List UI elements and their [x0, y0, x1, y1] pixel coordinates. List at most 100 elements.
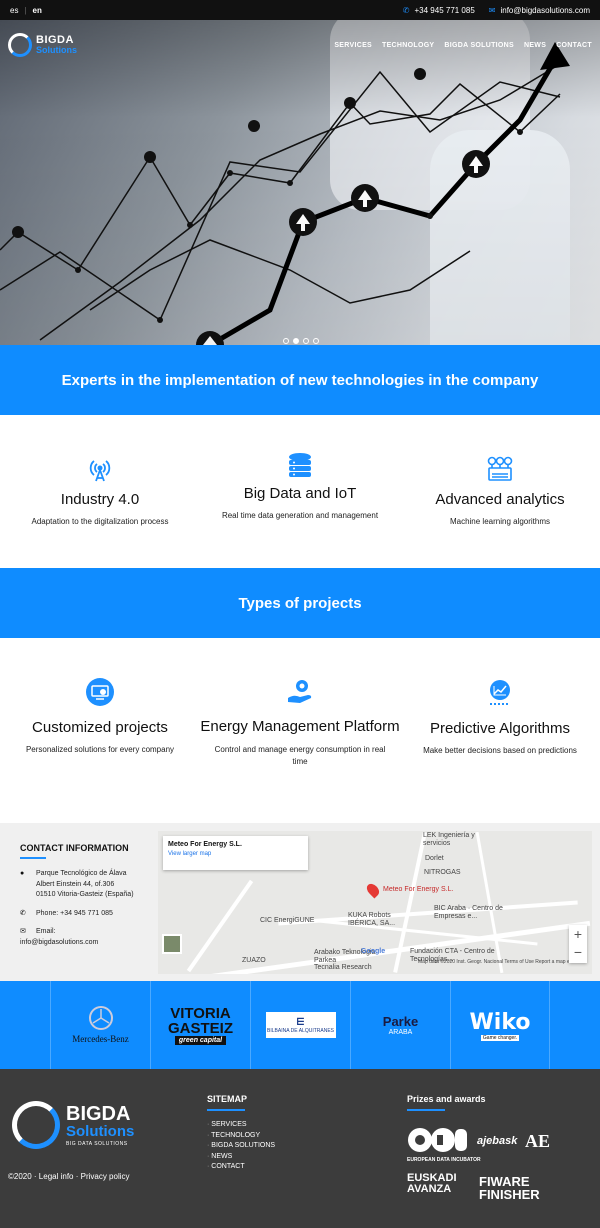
feature-title: Big Data and IoT	[243, 485, 357, 502]
logo-ring-icon	[8, 33, 32, 57]
map-place: Dorlet	[425, 855, 444, 862]
nav-item-contact[interactable]: CONTACT	[556, 41, 592, 49]
partner-sub: Game changer.	[480, 1034, 520, 1041]
partner-sub: ARABA	[388, 1029, 413, 1036]
map-place: CIC EnergiGUNE	[260, 917, 315, 924]
lang-es-link[interactable]: es	[10, 5, 19, 15]
sitemap-underline	[207, 1109, 245, 1111]
mercedes-star-icon	[88, 1006, 113, 1030]
partner-label: Wiko	[469, 1009, 531, 1035]
partner-wiko[interactable]: Wiko Game changer.	[450, 981, 550, 1069]
lang-en-link[interactable]: en	[32, 5, 42, 15]
logo-name: BIGDA	[36, 34, 74, 46]
map-place-name: Meteo For Energy S.L.	[168, 841, 242, 848]
partner-sub: green capital	[174, 1035, 227, 1045]
slider-dot-3[interactable]	[303, 338, 309, 344]
map-pin-label: Meteo For Energy S.L.	[383, 886, 454, 893]
embedded-map[interactable]: Meteo For Energy S.L. View larger map LE…	[158, 831, 592, 974]
map-place: BIC Araba · Centro de Empresas e...	[434, 905, 503, 921]
hero-arm	[430, 130, 570, 345]
awards-underline	[407, 1109, 445, 1111]
project-text: Control and manage energy consumption in…	[214, 744, 386, 767]
sitemap-item-technology[interactable]: TECHNOLOGY	[207, 1131, 275, 1142]
partner-label: Mercedes-Benz	[72, 1034, 129, 1044]
footer-logo[interactable]: BIGDA Solutions BIG DATA SOLUTIONS	[12, 1101, 134, 1149]
address-line-2: Albert Einstein 44, of.306	[36, 880, 115, 888]
feature-text: Adaptation to the digitalization process	[31, 517, 169, 526]
sitemap-item-services[interactable]: SERVICES	[207, 1120, 275, 1131]
zoom-in-button[interactable]: +	[573, 926, 583, 942]
mail-icon: ✉	[488, 5, 496, 15]
feature-analytics: Advanced analytics Machine learning algo…	[400, 455, 600, 529]
project-predictive: Predictive Algorithms Make better decisi…	[400, 678, 600, 769]
feature-industry: Industry 4.0 Adaptation to the digitaliz…	[0, 455, 200, 529]
bilbaina-mark-icon: ⋿	[296, 1016, 305, 1028]
partner-parke[interactable]: Parke ARABA	[350, 981, 450, 1069]
logo-text: BIGDA Solutions	[36, 35, 77, 55]
feature-text: Real time data generation and management	[221, 511, 379, 520]
sitemap-item-contact[interactable]: CONTACT	[207, 1162, 275, 1173]
predictive-chart-icon	[486, 678, 514, 706]
footer-logo-tagline: BIG DATA SOLUTIONS	[66, 1140, 128, 1147]
feature-bigdata: Big Data and IoT Real time data generati…	[200, 452, 400, 529]
contact-email-label: Email:	[36, 928, 56, 935]
lang-separator: |	[24, 5, 27, 15]
phone-icon: ✆	[20, 909, 26, 917]
contact-info: CONTACT INFORMATION ● Parque Tecnológico…	[20, 843, 160, 956]
contact-phone[interactable]: ✆ Phone: +34 945 771 085	[20, 909, 160, 920]
partner-label: Parke	[382, 1014, 419, 1029]
feature-text: Machine learning algorithms	[449, 517, 551, 526]
footer-copyright[interactable]: ©2020 · Legal info · Privacy policy	[8, 1172, 130, 1181]
hero-overlay	[0, 20, 600, 345]
top-email-text: info@bigdasolutions.com	[500, 5, 590, 15]
edi-logo-icon	[408, 1128, 467, 1152]
partner-mercedes[interactable]: Mercedes-Benz	[50, 981, 150, 1069]
slider-dot-4[interactable]	[313, 338, 319, 344]
map-pin-icon[interactable]	[364, 881, 382, 899]
award-euskadi-avanza: EUSKADI AVANZA	[407, 1172, 457, 1195]
sitemap-list: SERVICES TECHNOLOGY BIGDA SOLUTIONS NEWS…	[207, 1120, 275, 1173]
energy-hand-gear-icon	[286, 678, 314, 706]
partner-bilbaina[interactable]: ⋿ BILBAINA DE ALQUITRANES	[250, 981, 350, 1069]
projects-band: Types of projects	[0, 568, 600, 638]
logo-ring-icon	[12, 1101, 60, 1149]
project-customized: Customized projects Personalized solutio…	[0, 678, 200, 769]
database-icon	[286, 452, 314, 480]
contact-email-text: info@bigdasolutions.com	[20, 938, 99, 946]
partner-label: VITORIA GASTEIZ	[167, 1004, 233, 1037]
sitemap-item-bigda-solutions[interactable]: BIGDA SOLUTIONS	[207, 1141, 275, 1152]
custom-gear-screen-icon	[86, 678, 114, 706]
site-logo[interactable]: BIGDA Solutions	[8, 33, 77, 57]
top-bar: es | en ✆ +34 945 771 085 ✉ info@bigdaso…	[0, 0, 600, 20]
contact-heading-underline	[20, 857, 46, 859]
awards-heading: Prizes and awards	[407, 1094, 486, 1104]
feature-title: Advanced analytics	[435, 491, 565, 508]
contact-address: ● Parque Tecnológico de Álava Albert Ein…	[20, 869, 160, 901]
slider-dot-2[interactable]	[293, 338, 299, 344]
contact-phone-text: Phone: +34 945 771 085	[36, 909, 113, 917]
top-email[interactable]: ✉ info@bigdasolutions.com	[489, 6, 590, 15]
nav-item-bigda-solutions[interactable]: BIGDA SOLUTIONS	[444, 41, 514, 49]
map-satellite-toggle[interactable]	[162, 934, 182, 954]
project-text: Personalized solutions for every company	[25, 745, 175, 754]
partner-vitoria[interactable]: VITORIA GASTEIZ green capital	[150, 981, 250, 1069]
contact-section: CONTACT INFORMATION ● Parque Tecnológico…	[0, 823, 600, 981]
phone-icon: ✆	[402, 5, 410, 15]
footer-logo-sub: Solutions	[66, 1122, 135, 1140]
sitemap-item-news[interactable]: NEWS	[207, 1152, 275, 1163]
map-zoom-controls: + −	[569, 925, 587, 963]
contact-heading: CONTACT INFORMATION	[20, 843, 129, 853]
contact-email[interactable]: ✉ Email: info@bigdasolutions.com	[20, 927, 160, 948]
nav-item-news[interactable]: NEWS	[523, 41, 547, 49]
nav-item-technology[interactable]: TECHNOLOGY	[382, 41, 435, 49]
top-phone[interactable]: ✆ +34 945 771 085	[403, 6, 475, 15]
zoom-out-button[interactable]: −	[573, 944, 583, 960]
project-text: Make better decisions based on predictio…	[423, 746, 577, 755]
view-larger-map-link[interactable]: View larger map	[168, 851, 212, 857]
intro-headline: Experts in the implementation of new tec…	[61, 371, 539, 389]
nav-item-services[interactable]: SERVICES	[334, 41, 373, 49]
logo-sub: Solutions	[36, 45, 77, 55]
address-line-3: 01510 Vitoria-Gasteiz (España)	[36, 891, 134, 898]
award-fiware: FIWARE FINISHER	[479, 1174, 540, 1202]
slider-dot-1[interactable]	[283, 338, 289, 344]
